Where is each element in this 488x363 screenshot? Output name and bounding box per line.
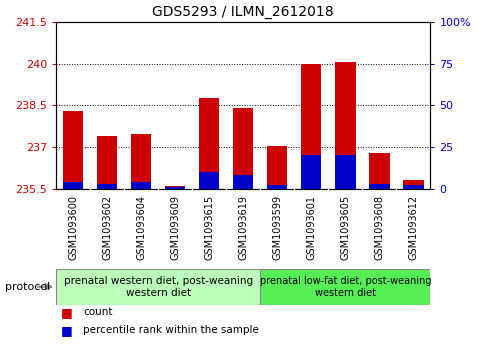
Text: GSM1093602: GSM1093602 <box>102 195 112 260</box>
Text: prenatal low-fat diet, post-weaning
western diet: prenatal low-fat diet, post-weaning west… <box>259 276 430 298</box>
Bar <box>233 108 253 189</box>
Text: ■: ■ <box>61 324 73 337</box>
Bar <box>97 184 117 189</box>
Bar <box>301 155 321 189</box>
Bar <box>368 152 389 189</box>
Text: prenatal western diet, post-weaning
western diet: prenatal western diet, post-weaning west… <box>63 276 252 298</box>
Text: GSM1093605: GSM1093605 <box>340 195 349 260</box>
Bar <box>368 184 389 189</box>
Bar <box>131 182 151 189</box>
Title: GDS5293 / ILMN_2612018: GDS5293 / ILMN_2612018 <box>152 5 333 19</box>
Bar <box>63 111 83 189</box>
Bar <box>199 172 219 189</box>
Bar <box>97 136 117 189</box>
Text: percentile rank within the sample: percentile rank within the sample <box>83 325 259 335</box>
Bar <box>402 185 423 189</box>
Bar <box>233 175 253 189</box>
Bar <box>334 62 355 189</box>
Text: GSM1093612: GSM1093612 <box>407 195 417 260</box>
Text: GSM1093619: GSM1093619 <box>238 195 248 260</box>
Text: GSM1093600: GSM1093600 <box>68 195 78 260</box>
Bar <box>266 146 287 189</box>
Text: GSM1093615: GSM1093615 <box>204 195 214 260</box>
Bar <box>131 135 151 189</box>
Bar <box>63 182 83 189</box>
Bar <box>165 187 185 189</box>
Text: ■: ■ <box>61 306 73 319</box>
Text: protocol: protocol <box>5 282 50 292</box>
Bar <box>165 186 185 189</box>
Bar <box>301 64 321 189</box>
Bar <box>266 185 287 189</box>
Text: GSM1093609: GSM1093609 <box>170 195 180 260</box>
Bar <box>56 269 260 305</box>
Text: GSM1093604: GSM1093604 <box>136 195 146 260</box>
Bar <box>260 269 429 305</box>
Bar <box>199 98 219 189</box>
Bar <box>334 155 355 189</box>
Text: GSM1093599: GSM1093599 <box>272 195 282 260</box>
Text: count: count <box>83 307 112 317</box>
Text: GSM1093608: GSM1093608 <box>373 195 384 260</box>
Text: GSM1093601: GSM1093601 <box>305 195 316 260</box>
Bar <box>402 180 423 189</box>
